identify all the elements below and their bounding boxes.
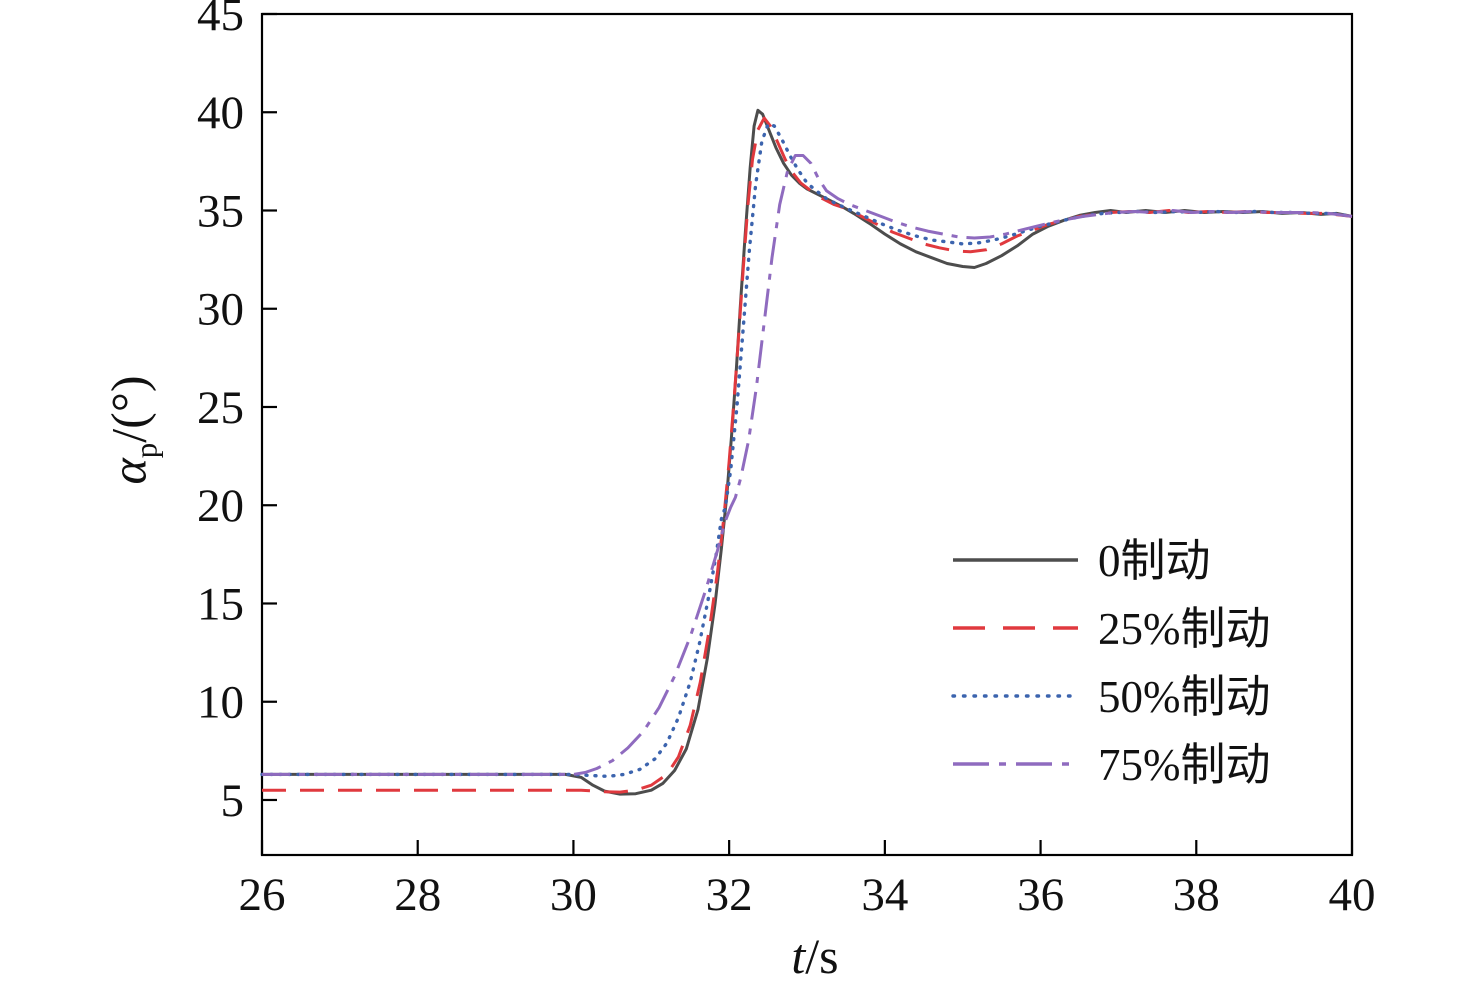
x-tick-label: 34	[861, 869, 908, 921]
x-tick-label: 36	[1017, 869, 1064, 921]
y-tick-label: 5	[221, 775, 245, 827]
y-tick-label: 45	[197, 0, 244, 41]
x-axis-label: t/s	[791, 927, 838, 985]
legend-label-0: 0制动	[1098, 536, 1211, 586]
y-tick-label: 40	[197, 87, 244, 139]
chart-legend: 0制动 25%制动 50%制动 75%制动	[951, 536, 1271, 790]
y-axis-label-unit: /(°)	[100, 375, 157, 443]
x-tick-label: 38	[1173, 869, 1220, 921]
x-tick-label: 30	[550, 869, 597, 921]
y-tick-label: 10	[197, 677, 244, 729]
y-axis-label-variable: α	[100, 458, 157, 485]
y-tick-label: 25	[197, 382, 244, 434]
plot-border	[260, 12, 1354, 857]
chart-series	[260, 108, 1354, 796]
x-tick-label: 40	[1329, 869, 1376, 921]
series-line-2	[260, 122, 1354, 779]
x-tick-label: 28	[394, 869, 441, 921]
y-axis-label-subscript: p	[128, 442, 164, 459]
y-axis-label: αp/(°)	[100, 376, 165, 485]
series-line-1	[262, 116, 1353, 794]
x-tick-label: 26	[239, 869, 286, 921]
x-axis-label-unit: /s	[805, 928, 839, 984]
y-tick-label: 15	[197, 578, 244, 630]
x-tick-label: 32	[706, 869, 753, 921]
legend-label-2: 50%制动	[1098, 672, 1271, 722]
legend-label-3: 75%制动	[1098, 740, 1271, 790]
series-line-3	[262, 154, 1353, 776]
y-tick-label: 30	[197, 284, 244, 336]
y-tick-label: 35	[197, 185, 244, 237]
legend-label-1: 25%制动	[1098, 604, 1271, 654]
axes: 26 28 30 32 34 36 38 40 5 10 15 20 25 30 35 40 45	[197, 0, 1376, 921]
x-axis-label-variable: t	[791, 928, 806, 984]
y-tick-label: 20	[197, 480, 244, 532]
